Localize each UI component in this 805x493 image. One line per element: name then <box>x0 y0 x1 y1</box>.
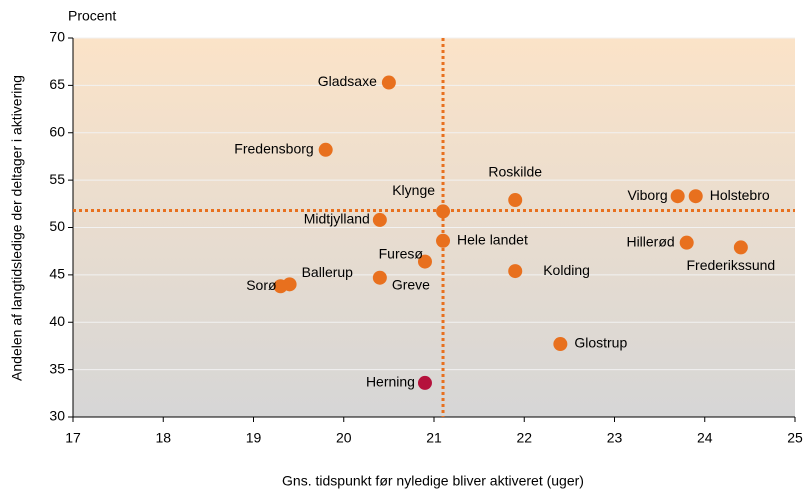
point-label: Greve <box>392 276 430 292</box>
x-tick-label: 23 <box>607 430 623 446</box>
point <box>679 235 694 250</box>
point <box>733 240 748 255</box>
x-axis-label: Gns. tidspunkt før nyledige bliver aktiv… <box>282 473 584 489</box>
y-tick-label: 30 <box>49 408 65 424</box>
y-tick-label: 65 <box>49 76 65 92</box>
y-tick-label: 40 <box>49 313 65 329</box>
point-label: Viborg <box>627 187 667 203</box>
point-label: Klynge <box>392 182 435 198</box>
point-label: Fredensborg <box>234 141 313 157</box>
x-tick-label: 18 <box>155 430 171 446</box>
point-label: Glostrup <box>574 335 627 351</box>
y-tick-label: 70 <box>49 29 65 45</box>
y-tick-label: 45 <box>49 266 65 282</box>
point-label: Herning <box>366 374 415 390</box>
y-tick-label: 50 <box>49 218 65 234</box>
point <box>381 75 396 90</box>
point <box>688 189 703 204</box>
y-tick-label: 60 <box>49 123 65 139</box>
point <box>372 270 387 285</box>
point-label: Kolding <box>543 262 590 278</box>
point <box>508 193 523 208</box>
point-label: Hillerød <box>626 233 674 249</box>
point <box>508 264 523 279</box>
point <box>318 142 333 157</box>
point-label: Furesø <box>379 245 424 261</box>
point <box>436 233 451 248</box>
x-tick-label: 19 <box>246 430 262 446</box>
x-tick-label: 25 <box>787 430 803 446</box>
x-tick-label: 24 <box>697 430 713 446</box>
point-label: Midtjylland <box>304 211 370 227</box>
point <box>436 204 451 219</box>
x-tick-label: 22 <box>516 430 532 446</box>
point-label: Frederikssund <box>686 257 775 273</box>
y-tick-label: 35 <box>49 360 65 376</box>
point <box>417 254 432 269</box>
x-tick-label: 21 <box>426 430 442 446</box>
point-label: Roskilde <box>488 164 542 180</box>
point-label: Sorø <box>246 277 277 293</box>
x-tick-label: 20 <box>336 430 352 446</box>
point-label: Hele landet <box>457 231 528 247</box>
point <box>273 279 288 294</box>
y-unit-label: Procent <box>68 8 116 24</box>
point-label: Holstebro <box>710 187 770 203</box>
point <box>417 375 432 390</box>
point-label: Gladsaxe <box>318 73 377 89</box>
y-axis-label: Andelen af langtidsledige der deltager i… <box>9 75 25 381</box>
point <box>553 337 568 352</box>
point-label: Ballerup <box>302 264 354 280</box>
y-tick-label: 55 <box>49 171 65 187</box>
point <box>670 189 685 204</box>
point <box>372 212 387 227</box>
x-tick-label: 17 <box>65 430 81 446</box>
